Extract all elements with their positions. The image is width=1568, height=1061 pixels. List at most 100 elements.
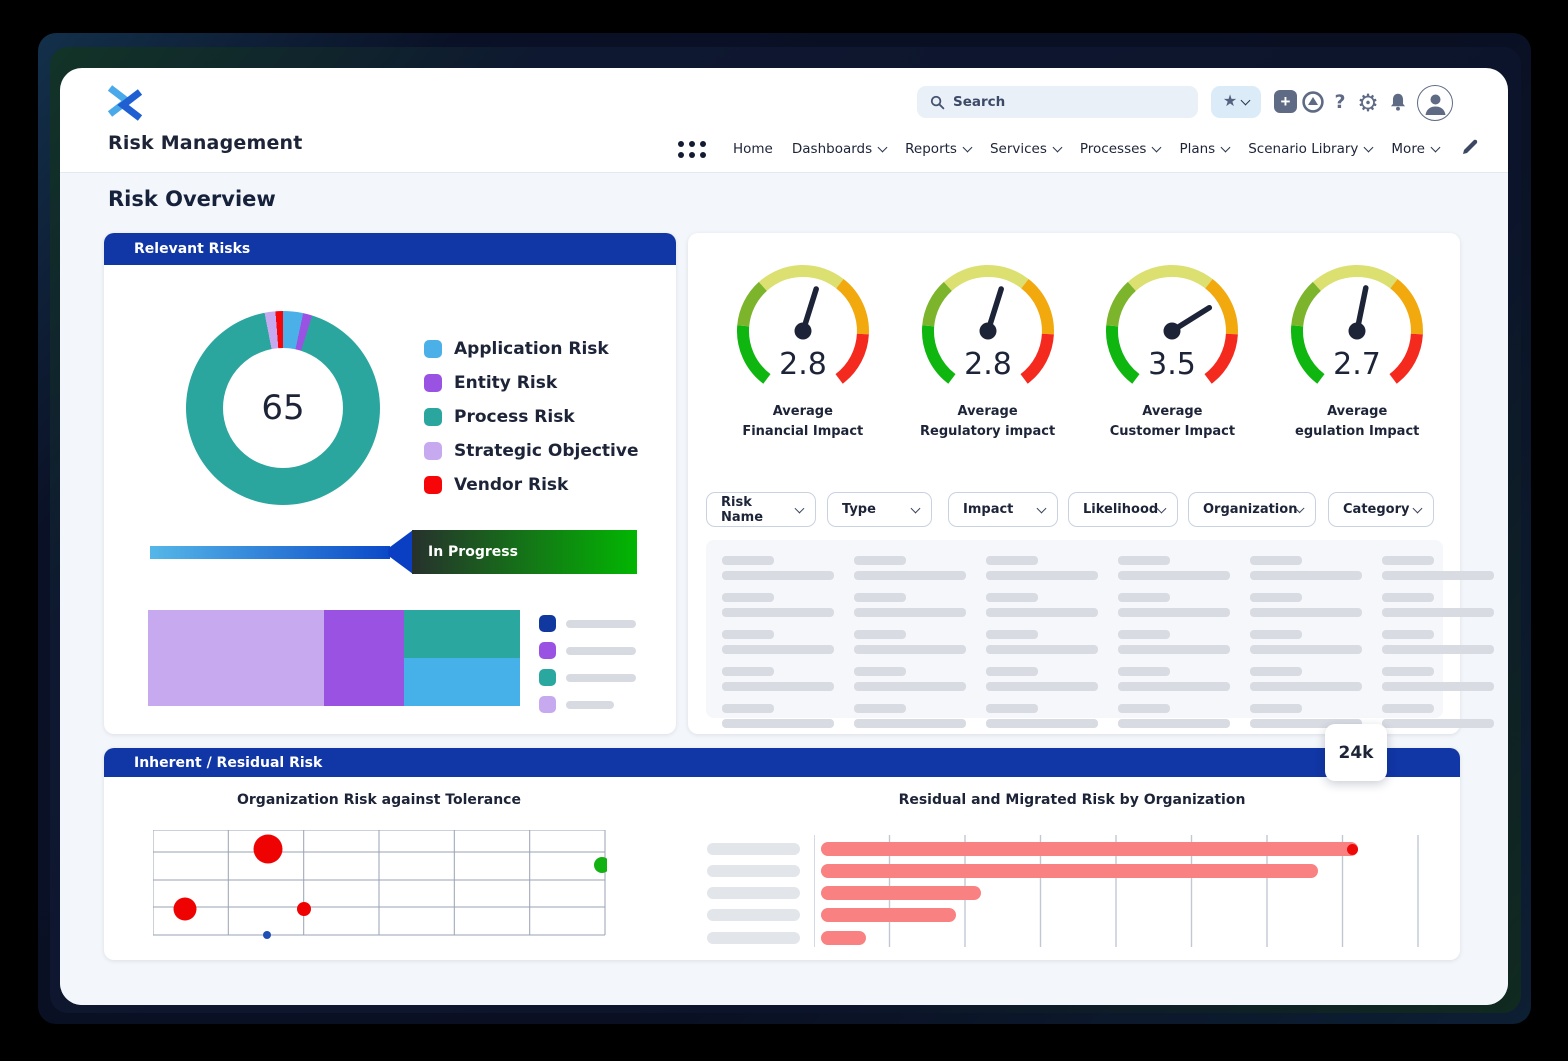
gauge-label: Average egulation Impact — [1295, 404, 1420, 439]
favorites-button[interactable]: ★ — [1211, 86, 1261, 118]
filter-type[interactable]: Type — [827, 492, 932, 527]
table-cell-skeleton — [714, 661, 846, 698]
panel-header: Inherent / Residual Risk — [104, 748, 1460, 777]
gauge-value: 2.8 — [779, 347, 827, 382]
organization-label-skeleton — [707, 865, 800, 877]
legend-item[interactable]: Application Risk — [424, 332, 639, 366]
table-cell-skeleton — [1242, 661, 1374, 698]
nav-processes[interactable]: Processes — [1080, 141, 1162, 157]
nav-plans[interactable]: Plans — [1179, 141, 1231, 157]
gauge-dial: 2.7 — [1291, 265, 1424, 384]
legend-skeleton-text — [566, 619, 636, 628]
user-avatar[interactable] — [1417, 85, 1453, 121]
gauge-dial: 2.8 — [921, 265, 1054, 384]
nav-services[interactable]: Services — [990, 141, 1063, 157]
table-cell-skeleton — [846, 698, 978, 735]
gauge-value: 3.5 — [1149, 347, 1197, 382]
panel-header: Relevant Risks — [104, 233, 676, 265]
treemap-legend-item[interactable] — [539, 664, 636, 691]
table-cell-skeleton — [1110, 550, 1242, 587]
main-nav: Home Dashboards Reports Services Process… — [678, 130, 1480, 168]
edit-pencil-icon[interactable] — [1460, 137, 1480, 161]
gauge-needle-hub — [794, 322, 812, 340]
table-cell-skeleton — [714, 550, 846, 587]
organization-label-skeleton — [707, 932, 800, 944]
residual-risk-bar[interactable] — [821, 864, 1318, 878]
impact-gauge: 3.5 Average Customer Impact — [1084, 261, 1260, 441]
residual-risk-bar[interactable] — [821, 908, 956, 922]
risk-table-skeleton — [706, 540, 1494, 728]
filter-category[interactable]: Category — [1328, 492, 1434, 527]
settings-gear-icon[interactable]: ⚙ — [1357, 89, 1379, 117]
risk-bubble — [263, 931, 271, 939]
table-cell-skeleton — [1242, 698, 1374, 735]
chevron-down-icon — [1152, 142, 1162, 153]
table-cell-skeleton — [1110, 624, 1242, 661]
residual-risk-bar[interactable] — [821, 886, 981, 900]
table-cell-skeleton — [846, 624, 978, 661]
community-icon[interactable] — [1301, 90, 1325, 114]
impact-panel: 2.8 Average Financial Impact 2.8 Average Regu… — [688, 233, 1494, 734]
treemap-legend-item[interactable] — [539, 610, 636, 637]
chevron-down-icon — [877, 142, 888, 153]
status-progress-label: In Progress — [412, 530, 637, 574]
table-cell-skeleton — [1374, 698, 1506, 735]
legend-item[interactable]: Strategic Objective — [424, 434, 639, 468]
brand-logo[interactable] — [105, 82, 145, 124]
legend-item[interactable]: Entity Risk — [424, 366, 639, 400]
nav-home[interactable]: Home — [733, 141, 773, 157]
chevron-down-icon — [1220, 142, 1231, 153]
risk-bubble — [594, 857, 607, 873]
treemap-legend-item[interactable] — [539, 691, 636, 718]
treemap-block — [148, 610, 324, 706]
treemap-legend-item[interactable] — [539, 637, 636, 664]
star-icon: ★ — [1222, 93, 1238, 110]
notifications-bell-icon[interactable] — [1386, 90, 1410, 114]
nav-scenario-library[interactable]: Scenario Library — [1248, 141, 1374, 157]
filter-likelihood[interactable]: Likelihood — [1068, 492, 1178, 527]
table-cell-skeleton — [978, 624, 1110, 661]
legend-swatch — [539, 696, 556, 713]
gauge-label: Average Customer Impact — [1109, 404, 1236, 439]
relevant-risks-panel: Relevant Risks 65 Application Risk Entit… — [104, 233, 676, 734]
treemap-block — [403, 658, 520, 706]
chevron-down-icon — [1412, 503, 1423, 513]
residual-risk-bar[interactable] — [821, 931, 866, 945]
add-button[interactable]: + — [1274, 90, 1297, 113]
table-cell-skeleton — [1242, 624, 1374, 661]
nav-reports[interactable]: Reports — [905, 141, 973, 157]
nav-more[interactable]: More — [1391, 141, 1441, 157]
table-cell-skeleton — [846, 587, 978, 624]
residual-risk-bar[interactable] — [821, 842, 1358, 856]
risk-treemap-chart — [148, 610, 520, 706]
risk-table-filters: Risk Name Type Impact Likelihood Organiz… — [688, 492, 1460, 527]
treemap-block — [323, 610, 404, 706]
table-cell-skeleton — [846, 550, 978, 587]
legend-skeleton-text — [566, 700, 614, 709]
chevron-down-icon — [1240, 95, 1251, 106]
help-icon[interactable]: ? — [1334, 91, 1346, 113]
chevron-down-icon — [910, 503, 921, 513]
progress-arrow — [388, 530, 413, 574]
legend-swatch — [539, 615, 556, 632]
search-icon — [930, 95, 945, 109]
legend-item[interactable]: Process Risk — [424, 400, 639, 434]
impact-gauge: 2.8 Average Financial Impact — [715, 261, 891, 441]
gauge-needle-hub — [1348, 322, 1366, 340]
scatter-chart-title: Organization Risk against Tolerance — [237, 792, 521, 808]
filter-risk-name[interactable]: Risk Name — [706, 492, 816, 527]
nav-dashboards[interactable]: Dashboards — [792, 141, 888, 157]
chevron-down-icon — [1363, 142, 1374, 153]
filter-impact[interactable]: Impact — [948, 492, 1058, 527]
gauge-label: Average Financial Impact — [742, 404, 864, 439]
donut-center-value: 65 — [223, 348, 343, 468]
filter-organization[interactable]: Organization — [1188, 492, 1316, 527]
search-input[interactable]: Search — [917, 86, 1198, 118]
impact-gauge: 2.8 Average Regulatory impact — [900, 261, 1076, 441]
legend-item[interactable]: Vendor Risk — [424, 468, 639, 502]
app-launcher-icon[interactable] — [678, 140, 706, 158]
table-cell-skeleton — [1242, 550, 1374, 587]
organization-label-skeleton — [707, 887, 800, 899]
chevron-down-icon — [962, 142, 973, 153]
header-divider — [60, 172, 1508, 173]
